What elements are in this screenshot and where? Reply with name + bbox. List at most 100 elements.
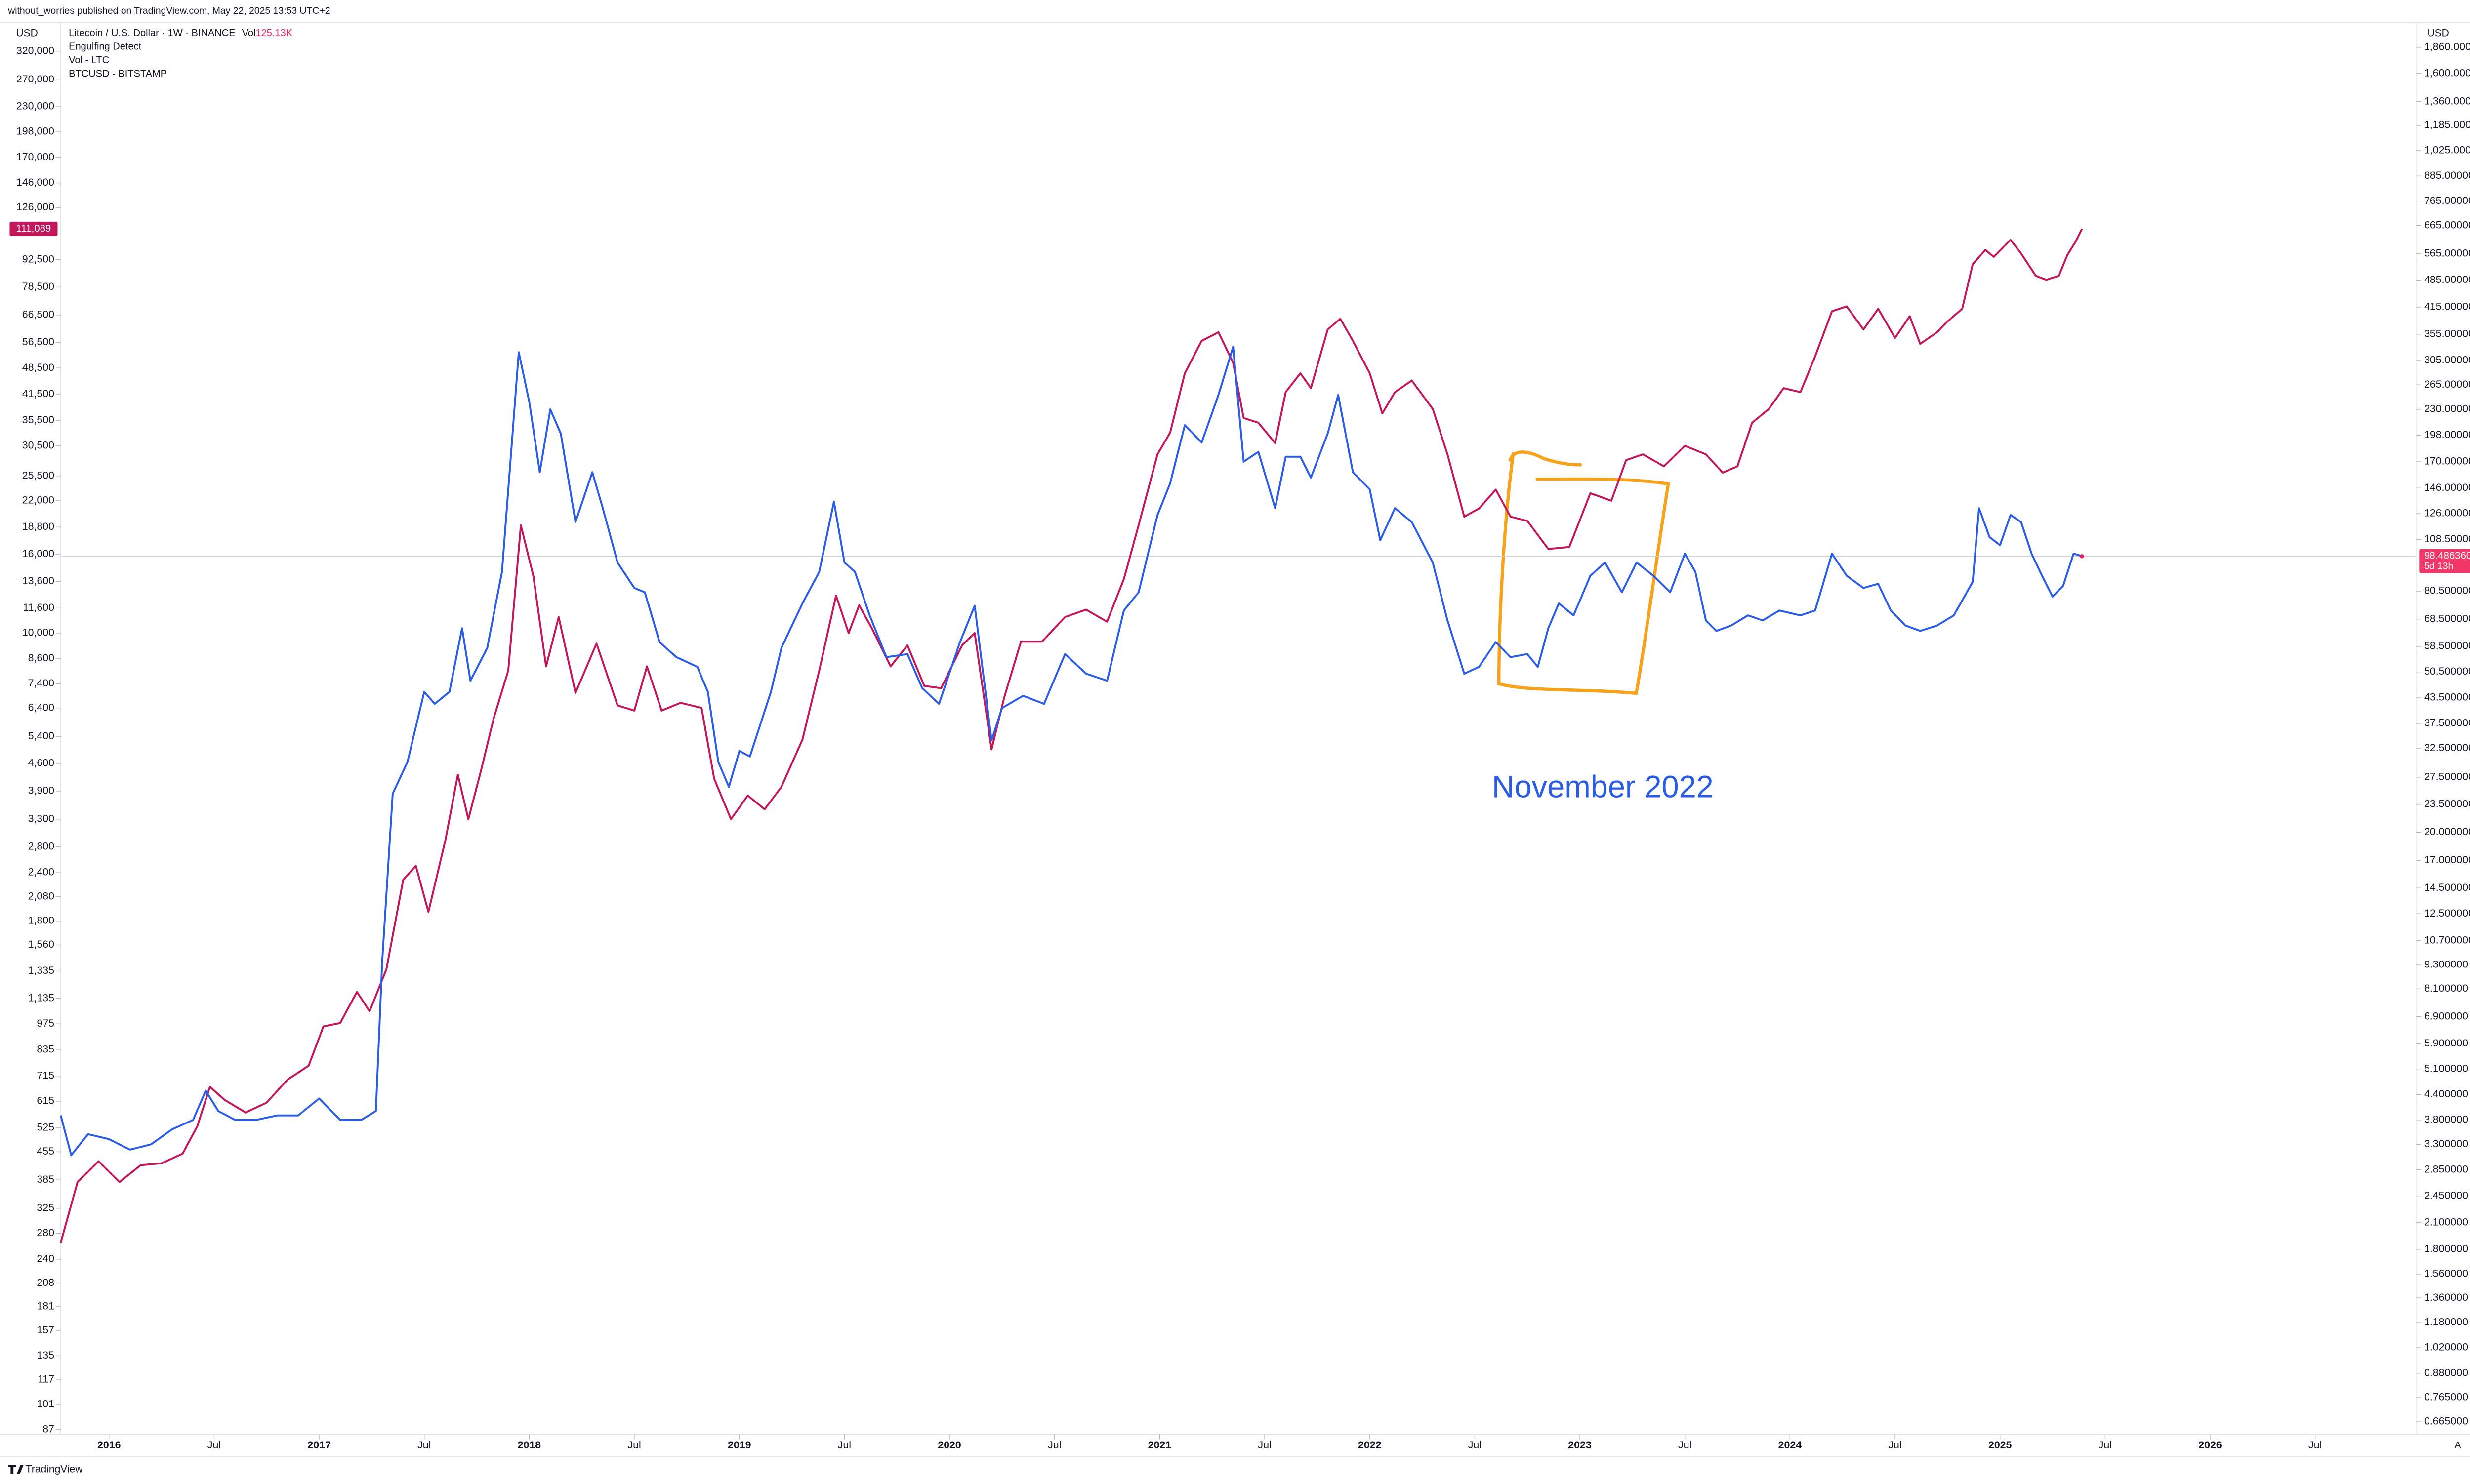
x-tick-label: 2022 <box>1358 1439 1381 1451</box>
price-badge <box>2419 549 2470 573</box>
y-tick-label: 5,400 <box>28 730 55 742</box>
y-tick-label: 48,500 <box>22 361 54 373</box>
y-tick-label: 170,000 <box>16 151 54 162</box>
legend-compare: BTCUSD - BITSTAMP <box>69 69 167 80</box>
x-tick-label: 2021 <box>1148 1439 1172 1451</box>
y2-tick-label: 27.500000 <box>2424 770 2470 782</box>
y2-tick-label: 2.100000 <box>2424 1216 2468 1228</box>
x-tick-label: Jul <box>207 1439 221 1451</box>
y2-tick-label: 305.000000 <box>2424 354 2470 366</box>
y2-tick-label: 108.500000 <box>2424 533 2470 545</box>
y-tick-label: 30,500 <box>22 439 54 451</box>
y-tick-label: 22,000 <box>22 494 54 506</box>
legend-main: Litecoin / U.S. Dollar · 1W · BINANCE Vol… <box>69 28 293 39</box>
legend-indicator: Engulfing Detect <box>69 41 142 52</box>
y2-tick-label: 8.100000 <box>2424 982 2468 994</box>
y2-tick-label: 146.000000 <box>2424 481 2470 493</box>
stroke <box>1508 450 1582 467</box>
y2-tick-label: 355.000000 <box>2424 327 2470 339</box>
y-tick-label: 1,560 <box>28 938 55 950</box>
currency-left: USD <box>16 27 38 39</box>
y-tick-label: 101 <box>37 1398 54 1410</box>
y-tick-label: 270,000 <box>16 73 54 85</box>
legend-vol: Vol <box>242 28 256 39</box>
y2-tick-label: 765.000000 <box>2424 195 2470 206</box>
y2-tick-label: 1,860.000000 <box>2424 41 2470 53</box>
y2-tick-label: 1.560000 <box>2424 1268 2468 1280</box>
y2-tick-label: 126.000000 <box>2424 507 2470 519</box>
y-tick-label: 181 <box>37 1300 54 1312</box>
y-tick-label: 92,500 <box>22 253 54 265</box>
x-tick-label: 2026 <box>2198 1439 2222 1451</box>
y2-tick-label: 415.000000 <box>2424 301 2470 313</box>
last-point <box>2080 554 2084 559</box>
y2-tick-label: 2.850000 <box>2424 1163 2468 1175</box>
y-tick-label: 10,000 <box>22 627 54 639</box>
x-tick-label: 2025 <box>1988 1439 2012 1451</box>
y2-tick-label: 32.500000 <box>2424 742 2470 754</box>
y2-tick-label: 1.800000 <box>2424 1243 2468 1254</box>
y-tick-label: 3,300 <box>28 812 55 824</box>
x-tick-label: Jul <box>2308 1439 2322 1451</box>
y-tick-label: 455 <box>37 1145 54 1157</box>
y-tick-label: 320,000 <box>16 44 54 56</box>
currency-right: USD <box>2427 27 2449 39</box>
y2-tick-label: 0.765000 <box>2424 1391 2468 1403</box>
y2-tick-label: 170.000000 <box>2424 455 2470 467</box>
y-tick-label: 280 <box>37 1227 54 1239</box>
y-tick-label: 25,500 <box>22 469 54 481</box>
y-tick-label: 1,800 <box>28 915 55 926</box>
y-tick-label: 66,500 <box>22 308 54 320</box>
scale-mode: A <box>2454 1440 2461 1450</box>
y2-tick-label: 37.500000 <box>2424 717 2470 729</box>
y-tick-label: 87 <box>42 1423 54 1435</box>
y-tick-label: 78,500 <box>22 281 54 292</box>
y-tick-label: 385 <box>37 1173 54 1185</box>
x-tick-label: 2017 <box>307 1439 330 1451</box>
y2-tick-label: 1.020000 <box>2424 1341 2468 1353</box>
x-tick-label: 2016 <box>97 1439 121 1451</box>
y2-tick-label: 0.665000 <box>2424 1415 2468 1427</box>
y-tick-label: 11,600 <box>23 602 54 613</box>
x-tick-label: Jul <box>417 1439 431 1451</box>
brand-name: TradingView <box>26 1463 83 1475</box>
y2-tick-label: 1,360.000000 <box>2424 95 2470 107</box>
y2-tick-label: 1.180000 <box>2424 1316 2468 1328</box>
x-tick-label: Jul <box>1678 1439 1691 1451</box>
y-tick-label: 135 <box>37 1349 54 1361</box>
y-tick-label: 126,000 <box>16 201 54 213</box>
price-badge-label: 98.486360 <box>2424 551 2470 562</box>
y-tick-label: 208 <box>37 1277 54 1288</box>
price-badge-countdown: 5d 13h <box>2424 561 2453 572</box>
y2-tick-label: 12.500000 <box>2424 907 2470 919</box>
x-tick-label: 2019 <box>728 1439 751 1451</box>
stroke <box>1497 452 1670 695</box>
y2-tick-label: 565.000000 <box>2424 247 2470 259</box>
y-tick-label: 56,500 <box>22 336 54 348</box>
x-tick-label: 2020 <box>938 1439 961 1451</box>
y2-tick-label: 4.400000 <box>2424 1088 2468 1100</box>
y-tick-label: 41,500 <box>22 388 54 400</box>
y2-tick-label: 1,025.000000 <box>2424 144 2470 156</box>
y2-tick-label: 3.800000 <box>2424 1113 2468 1125</box>
x-tick-label: 2023 <box>1568 1439 1592 1451</box>
y-tick-label: 16,000 <box>22 548 54 560</box>
y2-tick-label: 2.450000 <box>2424 1189 2468 1201</box>
y2-tick-label: 14.500000 <box>2424 882 2470 893</box>
y-tick-label: 198,000 <box>16 125 54 137</box>
y2-tick-label: 885.000000 <box>2424 169 2470 181</box>
brand-logo <box>8 1465 24 1474</box>
y-tick-label: 8,600 <box>28 652 55 664</box>
y2-tick-label: 198.000000 <box>2424 429 2470 441</box>
y2-tick-label: 5.900000 <box>2424 1037 2468 1049</box>
x-tick-label: Jul <box>838 1439 851 1451</box>
legend-vol-value: 125.13K <box>255 28 292 39</box>
y2-tick-label: 58.500000 <box>2424 640 2470 652</box>
x-tick-label: Jul <box>627 1439 641 1451</box>
series-line <box>60 346 2083 1157</box>
legend-indicator: Vol - LTC <box>69 55 109 66</box>
y2-tick-label: 5.100000 <box>2424 1062 2468 1074</box>
x-tick-label: Jul <box>2099 1439 2112 1451</box>
y2-tick-label: 1,185.000000 <box>2424 119 2470 131</box>
